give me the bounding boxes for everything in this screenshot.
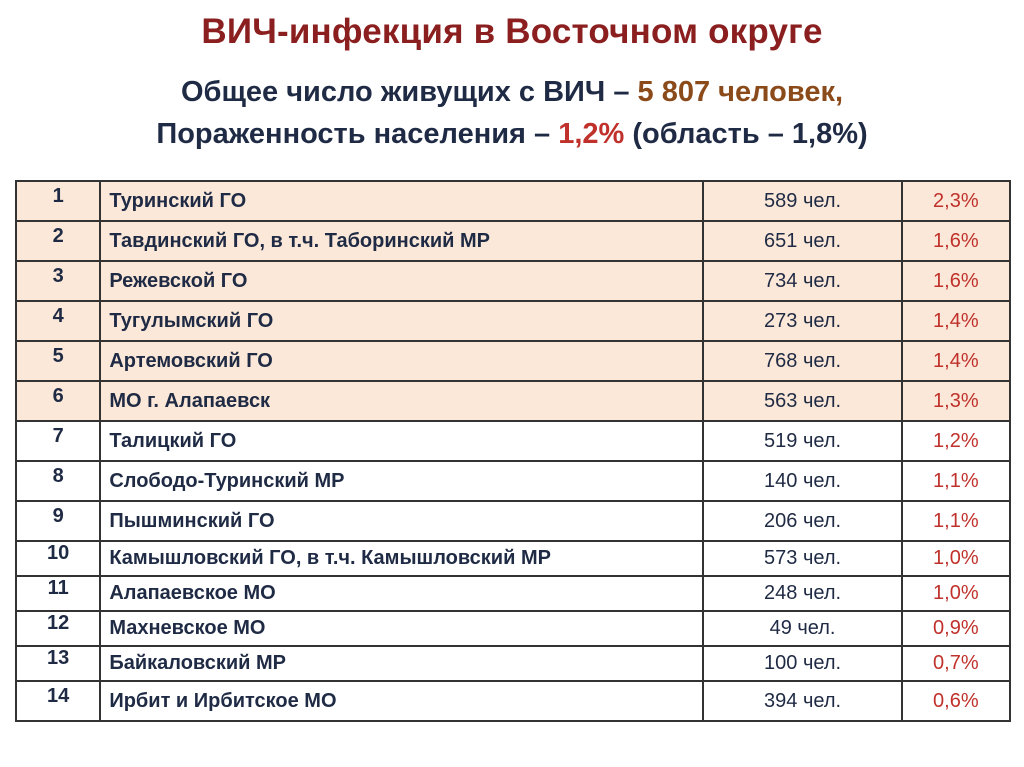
table-row: 7 Талицкий ГО 519 чел. 1,2% — [14, 420, 1012, 462]
row-district-name: Режевской ГО — [99, 260, 705, 302]
row-percent: 1,4% — [900, 300, 1012, 342]
row-number: 13 — [14, 645, 102, 682]
subtitle-prevalence-value: 1,2% — [558, 118, 625, 150]
table-row: 13 Байкаловский МР 100 чел. 0,7% — [14, 645, 1012, 682]
row-district-name: Камышловский ГО, в т.ч. Камышловский МР — [99, 540, 705, 577]
table-row: 2 Тавдинский ГО, в т.ч. Таборинский МР 6… — [14, 220, 1012, 262]
subtitle-line-2-suffix: (область – 1,8%) — [624, 118, 868, 150]
row-district-name: МО г. Алапаевск — [99, 380, 705, 422]
table-row: 5 Артемовский ГО 768 чел. 1,4% — [14, 340, 1012, 382]
row-count: 651 чел. — [702, 220, 903, 262]
row-percent: 0,9% — [900, 610, 1012, 647]
table-row: 1 Туринский ГО 589 чел. 2,3% — [14, 180, 1012, 222]
table-row: 10 Камышловский ГО, в т.ч. Камышловский … — [14, 540, 1012, 577]
table-row: 9 Пышминский ГО 206 чел. 1,1% — [14, 500, 1012, 542]
row-count: 206 чел. — [702, 500, 903, 542]
row-percent: 0,7% — [900, 645, 1012, 682]
districts-table: 1 Туринский ГО 589 чел. 2,3% 2 Тавдински… — [14, 180, 1012, 722]
row-percent: 1,0% — [900, 540, 1012, 577]
row-percent: 1,2% — [900, 420, 1012, 462]
row-percent: 1,4% — [900, 340, 1012, 382]
row-number: 10 — [14, 540, 102, 577]
row-number: 1 — [14, 180, 102, 222]
row-district-name: Алапаевское МО — [99, 575, 705, 612]
row-district-name: Пышминский ГО — [99, 500, 705, 542]
subtitle-line-2-prefix: Пораженность населения – — [156, 118, 559, 150]
row-district-name: Махневское МО — [99, 610, 705, 647]
row-number: 9 — [14, 500, 102, 542]
row-count: 273 чел. — [702, 300, 903, 342]
row-number: 4 — [14, 300, 102, 342]
table-row: 4 Тугулымский ГО 273 чел. 1,4% — [14, 300, 1012, 342]
row-count: 100 чел. — [702, 645, 903, 682]
table-row: 14 Ирбит и Ирбитское МО 394 чел. 0,6% — [14, 680, 1012, 722]
table-row: 11 Алапаевское МО 248 чел. 1,0% — [14, 575, 1012, 612]
slide-title: ВИЧ-инфекция в Восточном округе — [201, 12, 823, 51]
row-count: 563 чел. — [702, 380, 903, 422]
row-number: 12 — [14, 610, 102, 647]
row-number: 11 — [14, 575, 102, 612]
row-number: 5 — [14, 340, 102, 382]
row-count: 589 чел. — [702, 180, 903, 222]
row-count: 768 чел. — [702, 340, 903, 382]
row-count: 519 чел. — [702, 420, 903, 462]
row-number: 7 — [14, 420, 102, 462]
row-district-name: Туринский ГО — [99, 180, 705, 222]
row-percent: 0,6% — [900, 680, 1012, 722]
subtitle-line-1-prefix: Общее число живущих с ВИЧ – — [180, 76, 638, 108]
row-percent: 1,6% — [900, 260, 1012, 302]
row-count: 734 чел. — [702, 260, 903, 302]
table-row: 12 Махневское МО 49 чел. 0,9% — [14, 610, 1012, 647]
row-district-name: Ирбит и Ирбитское МО — [99, 680, 705, 722]
row-percent: 1,1% — [900, 500, 1012, 542]
row-district-name: Тугулымский ГО — [99, 300, 705, 342]
row-percent: 1,3% — [900, 380, 1012, 422]
row-number: 6 — [14, 380, 102, 422]
row-number: 8 — [14, 460, 102, 502]
row-percent: 2,3% — [900, 180, 1012, 222]
row-district-name: Слободо-Туринский МР — [99, 460, 705, 502]
subtitle-total-value: 5 807 человек, — [637, 76, 844, 108]
table-row: 8 Слободо-Туринский МР 140 чел. 1,1% — [14, 460, 1012, 502]
subtitle-line-2: Пораженность населения – 1,2% (область –… — [0, 118, 1024, 151]
row-number: 3 — [14, 260, 102, 302]
row-district-name: Талицкий ГО — [99, 420, 705, 462]
row-district-name: Тавдинский ГО, в т.ч. Таборинский МР — [99, 220, 705, 262]
subtitle-line-1: Общее число живущих с ВИЧ – 5 807 челове… — [0, 76, 1024, 109]
row-count: 394 чел. — [702, 680, 903, 722]
row-count: 140 чел. — [702, 460, 903, 502]
row-count: 573 чел. — [702, 540, 903, 577]
row-count: 49 чел. — [702, 610, 903, 647]
row-number: 2 — [14, 220, 102, 262]
table-row: 3 Режевской ГО 734 чел. 1,6% — [14, 260, 1012, 302]
row-count: 248 чел. — [702, 575, 903, 612]
row-percent: 1,0% — [900, 575, 1012, 612]
row-percent: 1,1% — [900, 460, 1012, 502]
row-number: 14 — [14, 680, 102, 722]
table-row: 6 МО г. Алапаевск 563 чел. 1,3% — [14, 380, 1012, 422]
row-percent: 1,6% — [900, 220, 1012, 262]
row-district-name: Байкаловский МР — [99, 645, 705, 682]
row-district-name: Артемовский ГО — [99, 340, 705, 382]
